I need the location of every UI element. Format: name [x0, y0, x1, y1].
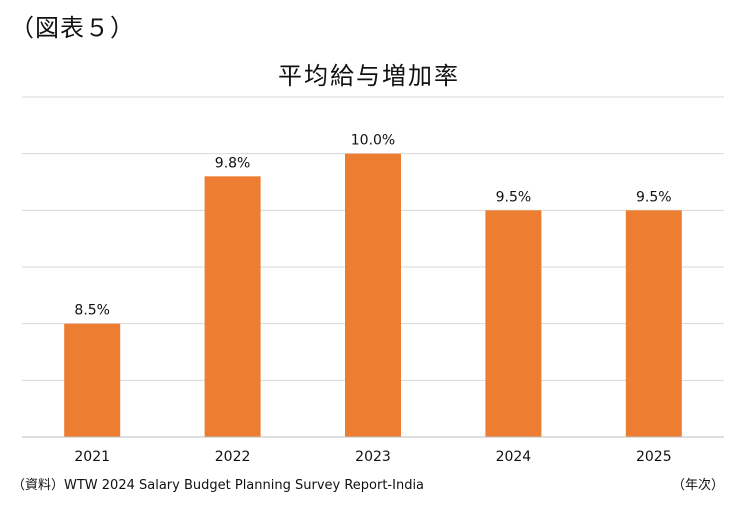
- x-tick-label: 2021: [74, 449, 110, 465]
- data-label: 9.5%: [496, 189, 532, 205]
- x-axis-unit-note: （年次）: [671, 478, 724, 493]
- bar: [204, 176, 261, 438]
- data-label: 9.8%: [215, 155, 251, 171]
- bar: [625, 210, 682, 437]
- source-note: （資料）WTW 2024 Salary Budget Planning Surv…: [12, 478, 425, 493]
- data-label: 9.5%: [636, 189, 672, 205]
- bar: [485, 210, 542, 437]
- data-label: 8.5%: [74, 303, 110, 319]
- x-tick-label: 2023: [355, 449, 391, 465]
- x-tick-label: 2025: [636, 449, 672, 465]
- bar: [345, 153, 401, 437]
- x-tick-label: 2022: [215, 449, 251, 465]
- bar: [64, 323, 121, 437]
- chart-title: 平均給与増加率: [278, 62, 460, 90]
- figure-label: （図表５）: [10, 14, 135, 42]
- data-label: 10.0%: [351, 133, 395, 149]
- x-tick-label: 2024: [496, 449, 532, 465]
